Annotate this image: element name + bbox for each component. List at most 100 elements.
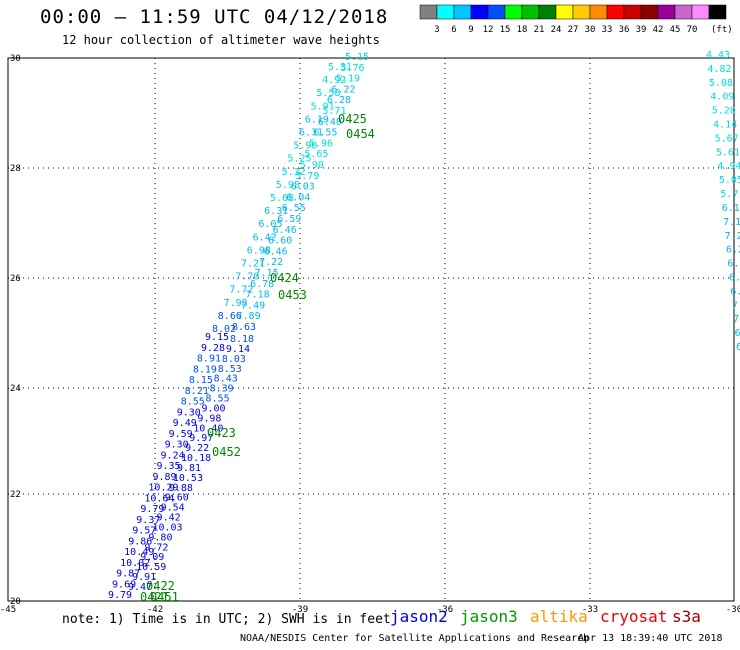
wave-height-jason3-b: 6.04: [286, 192, 310, 203]
wave-height-jason2-a: 9.30: [165, 440, 189, 451]
wave-height-east: 5.61: [716, 147, 740, 158]
legend-label: 30: [585, 25, 596, 35]
wave-height-jason3-b: 7.15: [255, 268, 279, 279]
x-tick-label: -36: [437, 605, 453, 615]
wave-height-jason2-a: 9.28: [201, 343, 225, 354]
y-tick-label: 28: [10, 164, 21, 174]
wave-height-jason2-a: 8.55: [181, 397, 205, 408]
wave-height-jason3-b: 7.22: [259, 257, 283, 268]
wave-height-jason2-a: 9.79: [108, 590, 132, 601]
legend-label: 42: [653, 25, 664, 35]
x-tick-label: -42: [147, 605, 163, 615]
wave-height-jason2-b: 9.88: [169, 483, 193, 494]
wave-height-jason3-b: 6.46: [273, 225, 297, 236]
legend-swatch: [470, 4, 489, 20]
pass-time-label: 0451: [150, 590, 179, 604]
pass-time-label: 0425: [338, 112, 367, 126]
wave-height-east: 5.67: [715, 133, 739, 144]
map-title: 00:00 – 11:59 UTC 04/12/2018: [40, 6, 389, 28]
pass-time-label: 0421: [140, 590, 169, 604]
legend-unit: (ft): [711, 25, 733, 35]
legend-label: 33: [602, 25, 613, 35]
legend-label: 24: [551, 25, 562, 35]
legend-label: 9: [468, 25, 473, 35]
legend-swatch: [487, 4, 506, 20]
wave-height-jason3-b: 5.90: [300, 160, 324, 171]
legend-label: 21: [534, 25, 545, 35]
legend-swatch: [504, 4, 523, 20]
credit-line: NOAA/NESDIS Center for Satellite Applica…: [240, 633, 590, 644]
legend-label: 15: [500, 25, 511, 35]
wave-height-jason2-b: 9.14: [226, 344, 250, 355]
wave-height-jason3-b: 6.59: [277, 214, 301, 225]
legend-swatch: [691, 4, 710, 20]
wave-height-jason3-b: 6.55: [282, 203, 306, 214]
wave-height-jason3-a: 5.58: [316, 88, 340, 99]
wave-height-east: 6.: [730, 286, 740, 297]
wave-height-jason3-a: 5.90: [293, 141, 317, 152]
wave-height-jason2-b: 9.60: [165, 493, 189, 504]
wave-height-jason2-b: 9.98: [197, 413, 221, 424]
wave-height-east: 6.1: [722, 203, 740, 214]
wave-height-jason3-a: 8.66: [218, 311, 242, 322]
wave-height-east: 4.82: [707, 64, 731, 75]
legend-swatch: [708, 4, 727, 20]
legend-swatch: [674, 4, 693, 20]
legend-label: 18: [517, 25, 528, 35]
wave-height-jason2-a: 9.30: [177, 407, 201, 418]
wave-height-jason2-a: 8.21: [185, 386, 209, 397]
wave-height-jason3-a: 5.32: [282, 167, 306, 178]
wave-height-jason2-b: 9.80: [148, 532, 172, 543]
wave-height-jason2-b: 9.47: [128, 582, 152, 593]
wave-height-east: 4.09: [710, 92, 734, 103]
wave-height-jason3-a: 8.02: [212, 324, 236, 335]
wave-height-jason2-b: 8.39: [210, 384, 234, 395]
wave-height-east: 5.20: [712, 106, 736, 117]
wave-height-jason2-b: 10.03: [152, 522, 182, 533]
wave-height-jason3-a: 7.21: [241, 259, 265, 270]
pass-time-label: 0452: [212, 445, 241, 459]
legend-label: 39: [636, 25, 647, 35]
legend-label: 45: [670, 25, 681, 35]
wave-height-jason3-b: 7.18: [246, 290, 270, 301]
wave-height-jason3-b: 6.03: [291, 182, 315, 193]
wave-height-jason2-b: 9.09: [140, 552, 164, 563]
wave-height-jason3-b: 5.76: [340, 63, 364, 74]
wave-height-jason2-b: 9.91: [132, 572, 156, 583]
legend-label: 12: [483, 25, 494, 35]
legend-swatch: [640, 4, 659, 20]
wave-height-jason2-a: 8.19: [193, 364, 217, 375]
legend-swatch: [606, 4, 625, 20]
wave-height-jason2-b: 8.18: [230, 334, 254, 345]
wave-height-jason3-b: 5.19: [336, 74, 360, 85]
wave-height-jason3-a: 6.31: [299, 128, 323, 139]
wave-height-jason2-a: 9.86: [128, 536, 152, 547]
wave-height-east: 4.14: [713, 120, 737, 131]
wave-height-jason3-a: 5.25: [287, 154, 311, 165]
wave-height-jason2-a: 9.59: [169, 429, 193, 440]
legend-label: 6: [451, 25, 456, 35]
timestamp: Apr 13 18:39:40 UTC 2018: [578, 633, 723, 644]
sat-cryosat: cryosat: [600, 607, 668, 626]
wave-height-jason3-a: 6.05: [258, 219, 282, 230]
plot-frame: [7, 57, 735, 602]
wave-height-jason2-a: 10.64: [144, 493, 174, 504]
pass-time-label: 0424: [270, 271, 299, 285]
wave-height-jason2-a: 9.87: [116, 569, 140, 580]
wave-height-jason3-a: 5.68: [270, 193, 294, 204]
wave-height-jason2-b: 9.81: [177, 463, 201, 474]
wave-height-east: 7.: [732, 300, 740, 311]
wave-height-jason2-b: 8.55: [206, 394, 230, 405]
wave-height-jason2-a: 9.37: [136, 515, 160, 526]
sat-s3a: s3a: [672, 607, 701, 626]
wave-height-east: 5.05: [719, 175, 740, 186]
wave-height-jason2-b: 10.59: [136, 562, 166, 573]
wave-height-jason2-b: 10.53: [173, 473, 203, 484]
legend-label: 36: [619, 25, 630, 35]
x-tick-label: -30: [726, 605, 740, 615]
wave-height-jason3-a: 6.98: [247, 245, 271, 256]
wave-height-jason2-b: 10.40: [193, 423, 223, 434]
pass-time-label: 0422: [146, 579, 175, 593]
wave-height-jason3-a: 6.31: [264, 206, 288, 217]
legend-swatch: [572, 4, 591, 20]
